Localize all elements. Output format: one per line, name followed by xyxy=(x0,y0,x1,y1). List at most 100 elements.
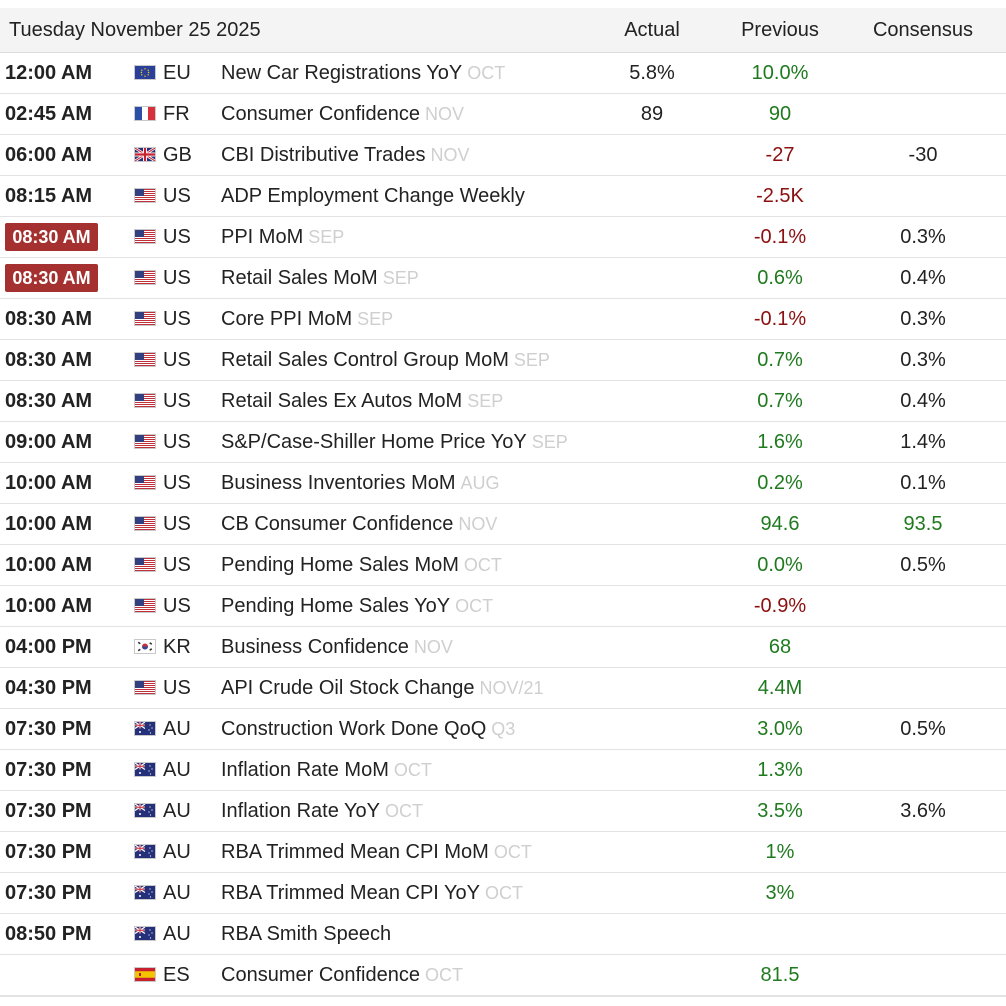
reference-period: NOV xyxy=(430,145,470,165)
event-name: Business Inventories MoM xyxy=(221,472,456,494)
event-name-link[interactable]: PPI MoM SEP xyxy=(221,217,344,257)
event-name-link[interactable]: API Crude Oil Stock Change NOV/21 xyxy=(221,668,544,708)
au-flag-icon xyxy=(134,844,156,859)
calendar-row[interactable]: 08:30 AM US Retail Sales Control Group MoM… xyxy=(0,340,1006,381)
previous-value: 4.4M xyxy=(757,677,803,699)
event-name: CB Consumer Confidence xyxy=(221,513,454,535)
event-name: Retail Sales MoM xyxy=(221,267,378,289)
us-flag-icon xyxy=(134,311,156,326)
calendar-row[interactable]: 08:30 AM US Core PPI MoM SEP -0.1% 0.3% xyxy=(0,299,1006,340)
kr-flag-icon xyxy=(134,639,156,654)
reference-period: AUG xyxy=(460,473,500,493)
event-name: Business Confidence xyxy=(221,636,409,658)
previous-value: 1% xyxy=(765,841,795,863)
event-name-link[interactable]: RBA Trimmed Mean CPI MoM OCT xyxy=(221,832,532,872)
calendar-row[interactable]: 10:00 AM US Business Inventories MoM AUG 0.2… xyxy=(0,463,1006,504)
calendar-row[interactable]: 12:00 AM EU New Car Registrations YoY OCT 5.… xyxy=(0,53,1006,94)
reference-period: OCT xyxy=(467,63,506,83)
us-flag-icon xyxy=(134,598,156,613)
calendar-row[interactable]: 10:00 AM US Pending Home Sales MoM OCT 0.0% 0… xyxy=(0,545,1006,586)
event-name-link[interactable]: CB Consumer Confidence NOV xyxy=(221,504,497,544)
calendar-row[interactable]: 04:00 PM KR Business Confidence NOV 68 xyxy=(0,627,1006,668)
event-name-link[interactable]: Business Confidence NOV xyxy=(221,627,453,667)
event-name-link[interactable]: Consumer Confidence NOV xyxy=(221,94,464,134)
event-name-link[interactable]: RBA Trimmed Mean CPI YoY OCT xyxy=(221,873,523,913)
consensus-value: 0.5% xyxy=(900,554,946,576)
calendar-row[interactable]: 10:00 AM US Pending Home Sales YoY OCT -0.9% xyxy=(0,586,1006,627)
event-name-link[interactable]: Construction Work Done QoQ Q3 xyxy=(221,709,515,749)
calendar-row[interactable]: ES Consumer Confidence OCT 81.5 xyxy=(0,955,1006,997)
us-flag-icon xyxy=(134,680,156,695)
us-flag-icon xyxy=(134,393,156,408)
country-code: US xyxy=(163,472,191,494)
previous-value: 0.0% xyxy=(757,554,803,576)
event-time-badge: 08:30 AM xyxy=(5,223,98,251)
reference-period: SEP xyxy=(357,309,394,329)
event-time: 07:30 PM xyxy=(5,759,92,781)
country-code: AU xyxy=(163,800,191,822)
event-name: RBA Smith Speech xyxy=(221,923,392,945)
reference-period: NOV xyxy=(413,637,453,657)
event-name: API Crude Oil Stock Change xyxy=(221,677,475,699)
event-name-link[interactable]: Pending Home Sales MoM OCT xyxy=(221,545,502,585)
event-name-link[interactable]: Inflation Rate MoM OCT xyxy=(221,750,432,790)
fr-flag-icon xyxy=(134,106,156,121)
event-name-link[interactable]: Retail Sales Control Group MoM SEP xyxy=(221,340,550,380)
consensus-value: 0.4% xyxy=(900,390,946,412)
previous-value: 3.0% xyxy=(757,718,803,740)
event-time: 06:00 AM xyxy=(5,144,93,166)
event-name-link[interactable]: Retail Sales MoM SEP xyxy=(221,258,419,298)
event-name: S&P/Case-Shiller Home Price YoY xyxy=(221,431,527,453)
us-flag-icon xyxy=(134,229,156,244)
calendar-row[interactable]: 04:30 PM US API Crude Oil Stock Change NOV/… xyxy=(0,668,1006,709)
consensus-value: 93.5 xyxy=(903,513,943,535)
us-flag-icon xyxy=(134,188,156,203)
country-code: US xyxy=(163,513,191,535)
event-name-link[interactable]: Retail Sales Ex Autos MoM SEP xyxy=(221,381,503,421)
event-name-link[interactable]: Consumer Confidence OCT xyxy=(221,955,463,995)
calendar-row[interactable]: 08:30 AM US Retail Sales MoM SEP 0.6% 0.4% xyxy=(0,258,1006,299)
event-name-link[interactable]: New Car Registrations YoY OCT xyxy=(221,53,505,93)
calendar-row[interactable]: 08:30 AM US PPI MoM SEP -0.1% 0.3% xyxy=(0,217,1006,258)
previous-value: 10.0% xyxy=(751,62,809,84)
country-code: US xyxy=(163,677,191,699)
calendar-row[interactable]: 07:30 PM AU Inflation Rate MoM OCT 1.3% xyxy=(0,750,1006,791)
event-name-link[interactable]: Business Inventories MoM AUG xyxy=(221,463,500,503)
event-name-link[interactable]: Core PPI MoM SEP xyxy=(221,299,393,339)
event-name-link[interactable]: CBI Distributive Trades NOV xyxy=(221,135,470,175)
calendar-row[interactable]: 07:30 PM AU Inflation Rate YoY OCT 3.5% 3.6% xyxy=(0,791,1006,832)
consensus-value: 0.3% xyxy=(900,308,946,330)
event-name-link[interactable]: S&P/Case-Shiller Home Price YoY SEP xyxy=(221,422,568,462)
event-time: 02:45 AM xyxy=(5,103,93,125)
event-name-link[interactable]: RBA Smith Speech xyxy=(221,914,396,954)
calendar-row[interactable]: 08:50 PM AU RBA Smith Speech xyxy=(0,914,1006,955)
column-header-actual[interactable]: Actual xyxy=(624,19,680,41)
event-time: 07:30 PM xyxy=(5,882,92,904)
calendar-row[interactable]: 02:45 AM FR Consumer Confidence NOV 89 90 xyxy=(0,94,1006,135)
au-flag-icon xyxy=(134,885,156,900)
previous-value: -0.1% xyxy=(753,308,807,330)
event-name: ADP Employment Change Weekly xyxy=(221,185,525,207)
calendar-row[interactable]: 08:30 AM US Retail Sales Ex Autos MoM SEP 0.… xyxy=(0,381,1006,422)
previous-value: 0.2% xyxy=(757,472,803,494)
event-name-link[interactable]: ADP Employment Change Weekly xyxy=(221,176,530,216)
previous-value: 68 xyxy=(768,636,792,658)
au-flag-icon xyxy=(134,926,156,941)
calendar-row[interactable]: 10:00 AM US CB Consumer Confidence NOV 94.6 9… xyxy=(0,504,1006,545)
consensus-value: 0.3% xyxy=(900,226,946,248)
column-header-consensus[interactable]: Consensus xyxy=(872,19,974,41)
event-name: Core PPI MoM xyxy=(221,308,353,330)
calendar-rows: 12:00 AM EU New Car Registrations YoY OCT 5.… xyxy=(0,53,1006,997)
reference-period: OCT xyxy=(385,801,424,821)
consensus-value: 0.5% xyxy=(900,718,946,740)
calendar-row[interactable]: 06:00 AM GB CBI Distributive Trades NOV -27 -… xyxy=(0,135,1006,176)
calendar-row[interactable]: 08:15 AM US ADP Employment Change Weekly -2… xyxy=(0,176,1006,217)
column-header-previous[interactable]: Previous xyxy=(741,19,819,41)
calendar-row[interactable]: 07:30 PM AU Construction Work Done QoQ Q3 3.… xyxy=(0,709,1006,750)
event-time: 08:30 AM xyxy=(5,308,93,330)
calendar-row[interactable]: 07:30 PM AU RBA Trimmed Mean CPI MoM OCT 1% xyxy=(0,832,1006,873)
event-name-link[interactable]: Pending Home Sales YoY OCT xyxy=(221,586,493,626)
calendar-row[interactable]: 07:30 PM AU RBA Trimmed Mean CPI YoY OCT 3% xyxy=(0,873,1006,914)
event-name-link[interactable]: Inflation Rate YoY OCT xyxy=(221,791,423,831)
calendar-row[interactable]: 09:00 AM US S&P/Case-Shiller Home Price Yo… xyxy=(0,422,1006,463)
